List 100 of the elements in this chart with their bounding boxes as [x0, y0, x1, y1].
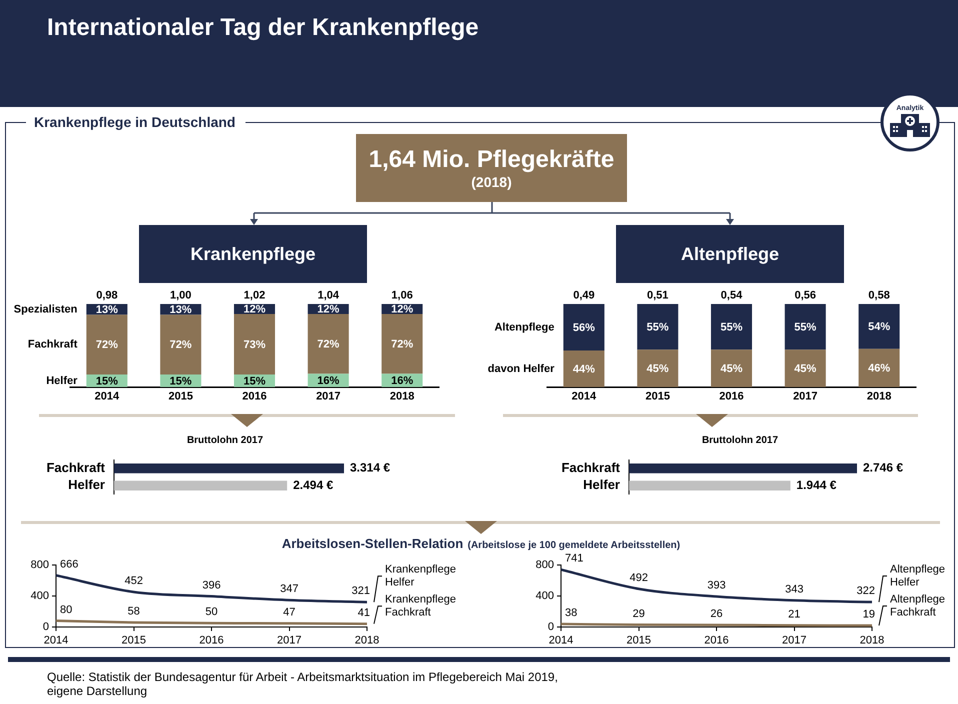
y-tick-label: 0 — [548, 621, 554, 634]
x-tick-label: 2017 — [316, 390, 341, 403]
x-tick-label: 2014 — [94, 390, 120, 403]
series-label: Altenpflege — [494, 321, 554, 334]
y-tick-label: 400 — [536, 590, 554, 602]
data-label: 72% — [96, 339, 118, 352]
data-label: 2.746 € — [863, 460, 904, 475]
data-label: 452 — [124, 575, 143, 587]
series-label: Spezialisten — [14, 303, 78, 316]
x-tick-label: 2018 — [860, 634, 884, 647]
bar — [710, 350, 752, 387]
y-tick-label: Fachkraft — [46, 460, 106, 475]
annotation: 0,49 — [573, 290, 595, 302]
data-label: 46% — [868, 362, 890, 374]
data-label: 72% — [170, 339, 192, 352]
annotation: 0,51 — [646, 290, 668, 302]
bar — [234, 314, 276, 375]
data-label: 45% — [720, 362, 743, 375]
annotation: 1,04 — [318, 290, 340, 302]
x-tick-label: 2014 — [44, 634, 68, 647]
data-label: 2.494 € — [293, 478, 334, 492]
x-tick-label: 2017 — [277, 634, 302, 647]
data-label: 19 — [862, 608, 875, 621]
x-tick-label: 2017 — [793, 390, 818, 403]
data-label: 15% — [170, 375, 192, 388]
data-label: 72% — [317, 338, 340, 350]
text: 1,64 Mio. Pflegekräfte — [368, 146, 614, 174]
y-tick-label: 800 — [536, 559, 554, 572]
series-label: davon Helfer — [488, 362, 556, 375]
data-label: 56% — [572, 322, 596, 334]
bar — [563, 350, 604, 387]
bar — [637, 350, 678, 387]
y-tick-label: 0 — [42, 621, 49, 634]
data-label: 13% — [96, 304, 118, 316]
data-label: 15% — [96, 375, 118, 388]
x-tick-label: 2016 — [704, 634, 729, 647]
y-tick-label: 400 — [30, 590, 49, 602]
data-label: 21 — [788, 608, 800, 620]
data-label: 54% — [868, 320, 890, 333]
bar — [160, 314, 202, 375]
text: Internationaler Tag der Krankenpflege — [47, 14, 479, 42]
data-label: 12% — [317, 304, 340, 316]
x-tick-label: 2018 — [354, 634, 380, 647]
x-tick-label: 2015 — [168, 390, 193, 403]
x-tick-label: 2016 — [719, 390, 744, 403]
bar — [637, 304, 678, 350]
annotation: 0,58 — [868, 290, 890, 302]
bar — [784, 350, 826, 387]
data-label: 58 — [128, 606, 140, 618]
chart-title: Krankenpflege — [190, 244, 316, 264]
chart-title: Altenpflege — [680, 244, 779, 264]
data-label: 3.314 € — [350, 460, 390, 475]
x-tick-label: 2014 — [548, 634, 574, 647]
bar — [858, 304, 900, 349]
text: Altenpflege Helfer — [890, 564, 946, 589]
bar — [710, 304, 752, 350]
data-label: 12% — [391, 304, 414, 316]
text: Krankenpflege in Deutschland — [34, 114, 236, 130]
data-label: 50 — [205, 606, 218, 618]
data-label: 343 — [785, 583, 804, 596]
bar — [382, 314, 423, 374]
data-label: 492 — [630, 572, 648, 584]
x-tick-label: 2014 — [572, 390, 598, 403]
text: Arbeitslosen-Stellen-Relation — [282, 536, 464, 551]
data-label: 322 — [856, 585, 875, 598]
annotation: 1,06 — [391, 290, 413, 302]
x-tick-label: 2015 — [122, 634, 146, 647]
data-label: 666 — [60, 558, 78, 570]
data-label: 55% — [646, 321, 669, 334]
bar — [563, 304, 604, 350]
bar — [86, 314, 128, 375]
bar — [858, 348, 900, 387]
data-label: 55% — [720, 321, 743, 334]
data-label: 347 — [280, 583, 298, 596]
data-label: 72% — [391, 338, 414, 350]
data-label: 1.944 € — [796, 478, 837, 492]
text: (Arbeitslose je 100 gemeldete Arbeitsstellen) — [468, 540, 680, 551]
chart-title: Bruttolohn 2017 — [702, 435, 778, 446]
x-tick-label: 2016 — [242, 390, 267, 403]
data-label: 55% — [794, 321, 817, 334]
data-label: 741 — [565, 552, 584, 565]
data-label: 44% — [572, 363, 596, 376]
data-label: 16% — [317, 374, 340, 387]
data-label: 16% — [391, 374, 414, 387]
x-tick-label: 2015 — [626, 634, 651, 647]
annotation: 0,54 — [720, 290, 744, 302]
y-tick-label: 800 — [30, 559, 49, 572]
data-label: 41 — [358, 606, 370, 619]
annotation: 0,98 — [96, 290, 118, 302]
data-label: 45% — [794, 362, 817, 375]
x-tick-label: 2016 — [199, 634, 224, 647]
series-label: Krankenpflege Fachkraft — [385, 594, 456, 619]
text: Krankenpflege Helfer — [385, 564, 456, 589]
x-tick-label: 2018 — [390, 390, 414, 403]
bar — [784, 304, 826, 350]
chart-title: Bruttolohn 2017 — [186, 435, 264, 446]
data-label: 47 — [283, 606, 296, 618]
x-tick-label: 2017 — [782, 634, 806, 647]
data-label: 29 — [632, 608, 645, 620]
x-tick-label: 2015 — [645, 390, 670, 403]
